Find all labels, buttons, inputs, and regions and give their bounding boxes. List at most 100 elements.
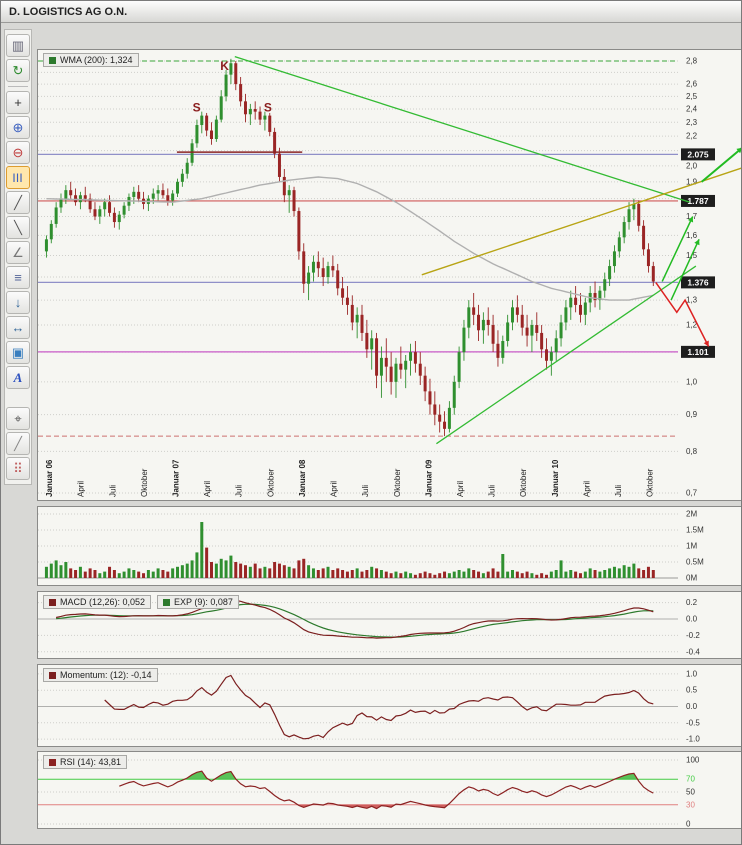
rsi-line bbox=[119, 770, 654, 810]
rsi-overbought-fill bbox=[614, 773, 638, 780]
rsi-legend: RSI (14): 43,81 bbox=[43, 755, 128, 769]
svg-text:1.376: 1.376 bbox=[687, 277, 709, 287]
svg-text:2M: 2M bbox=[686, 510, 697, 519]
wma-legend: WMA (200): 1,324 bbox=[43, 53, 139, 67]
svg-text:Januar 10: Januar 10 bbox=[551, 459, 560, 497]
svg-text:2.075: 2.075 bbox=[687, 149, 709, 159]
svg-text:Juli: Juli bbox=[488, 485, 497, 497]
svg-text:0.2: 0.2 bbox=[686, 598, 698, 607]
svg-text:2,6: 2,6 bbox=[686, 80, 698, 89]
svg-text:0,7: 0,7 bbox=[686, 489, 698, 498]
svg-text:1,3: 1,3 bbox=[686, 296, 698, 305]
fibonacci-tool-button[interactable]: ≡ bbox=[6, 266, 30, 289]
wma-swatch bbox=[49, 56, 56, 64]
toolbar-separator bbox=[8, 86, 28, 87]
price-gridlines bbox=[38, 60, 678, 494]
svg-text:Oktober: Oktober bbox=[393, 468, 402, 497]
svg-text:0: 0 bbox=[686, 820, 691, 829]
rsi-panel[interactable]: 100 70 50 30 0 RSI (14): 43,81 bbox=[37, 751, 741, 829]
svg-text:0M: 0M bbox=[686, 574, 697, 583]
svg-text:1,6: 1,6 bbox=[686, 231, 698, 240]
svg-text:2,4: 2,4 bbox=[686, 105, 698, 114]
horizontal-line-tool-button[interactable]: ↔ bbox=[6, 316, 30, 339]
zoom-in-button[interactable]: ⊕ bbox=[6, 116, 30, 139]
svg-text:Juli: Juli bbox=[235, 485, 244, 497]
rsi-axis-labels: 100 70 50 30 0 bbox=[686, 756, 700, 829]
panel-layout-button[interactable]: ▥ bbox=[6, 34, 30, 57]
price-level-badges: 2.075 1.787 1.376 1.101 bbox=[681, 148, 715, 358]
momentum-panel[interactable]: 1.0 0.5 0.0 -0.5 -1.0 Momentum: (12): -0,14 bbox=[37, 664, 741, 747]
wma200-line bbox=[46, 176, 654, 301]
grid-tool-button[interactable]: ⠿ bbox=[6, 457, 30, 480]
volume-bars bbox=[44, 522, 655, 578]
svg-text:0.0: 0.0 bbox=[686, 702, 698, 711]
svg-text:Januar 06: Januar 06 bbox=[45, 459, 54, 497]
svg-text:Oktober: Oktober bbox=[646, 468, 655, 497]
svg-text:-0.2: -0.2 bbox=[686, 631, 700, 640]
svg-text:April: April bbox=[77, 481, 86, 497]
svg-text:Januar 08: Januar 08 bbox=[298, 459, 307, 497]
trendlines[interactable] bbox=[234, 55, 742, 445]
svg-text:1.101: 1.101 bbox=[687, 347, 709, 357]
pointer-tool-button[interactable]: ⌖ bbox=[6, 407, 30, 430]
svg-text:1.0: 1.0 bbox=[686, 669, 698, 678]
line-tool-button[interactable]: ╱ bbox=[6, 432, 30, 455]
svg-text:-0.4: -0.4 bbox=[686, 647, 700, 656]
arrow-down-tool-button[interactable]: ↓ bbox=[6, 291, 30, 314]
svg-text:30: 30 bbox=[686, 800, 695, 809]
macd-signal-legend: EXP (9): 0,087 bbox=[157, 595, 239, 609]
macd-axis-labels: 0.2 0.0 -0.2 -0.4 bbox=[686, 598, 700, 656]
volume-panel[interactable]: 2M 1.5M 1M 0.5M 0M bbox=[37, 506, 741, 586]
trendline-tool-button[interactable]: ╱ bbox=[6, 191, 30, 214]
svg-text:-0.5: -0.5 bbox=[686, 718, 700, 727]
svg-text:April: April bbox=[330, 481, 339, 497]
rsi-overbought-fill bbox=[214, 771, 236, 780]
rsi-gridlines bbox=[38, 759, 678, 825]
momentum-svg: 1.0 0.5 0.0 -0.5 -1.0 bbox=[38, 669, 700, 744]
svg-text:1,0: 1,0 bbox=[686, 377, 698, 386]
svg-text:1,2: 1,2 bbox=[686, 321, 698, 330]
macd-gridlines bbox=[38, 602, 678, 653]
momentum-swatch bbox=[49, 671, 56, 679]
svg-text:2,3: 2,3 bbox=[686, 118, 698, 127]
toolbar-gap bbox=[5, 391, 31, 405]
momentum-gridlines bbox=[38, 673, 678, 740]
rsi-svg: 100 70 50 30 0 bbox=[38, 756, 700, 829]
window-title: D. LOGISTICS AG O.N. bbox=[9, 5, 128, 18]
volume-svg: 2M 1.5M 1M 0.5M 0M bbox=[38, 510, 704, 583]
svg-text:Juli: Juli bbox=[614, 485, 623, 497]
price-chart-panel[interactable]: 0,70,80,91,01,21,31,51,61,71,92,02,22,32… bbox=[37, 49, 742, 501]
crosshair-button[interactable]: + bbox=[6, 91, 30, 114]
volume-axis-labels: 2M 1.5M 1M 0.5M 0M bbox=[686, 510, 704, 583]
duplicate-tool-button[interactable]: ▣ bbox=[6, 341, 30, 364]
macd-legend: MACD (12,26): 0,052 bbox=[43, 595, 152, 609]
svg-text:Juli: Juli bbox=[361, 485, 370, 497]
macd-legend-text: MACD (12,26): 0,052 bbox=[60, 597, 146, 607]
svg-text:April: April bbox=[456, 481, 465, 497]
macd-svg: 0.2 0.0 -0.2 -0.4 bbox=[38, 598, 700, 656]
svg-text:2,0: 2,0 bbox=[686, 161, 698, 170]
refresh-button[interactable]: ↻ bbox=[6, 59, 30, 82]
svg-text:Januar 07: Januar 07 bbox=[172, 459, 181, 497]
macd-panel[interactable]: 0.2 0.0 -0.2 -0.4 MACD (12,26): 0,052 EXP (… bbox=[37, 591, 741, 659]
momentum-axis-labels: 1.0 0.5 0.0 -0.5 -1.0 bbox=[686, 669, 700, 743]
svg-text:2,8: 2,8 bbox=[686, 57, 698, 66]
svg-text:100: 100 bbox=[686, 756, 700, 765]
svg-text:0,8: 0,8 bbox=[686, 447, 698, 456]
text-tool-button[interactable]: A bbox=[6, 366, 30, 389]
freehand-tool-button[interactable]: ╲ bbox=[6, 216, 30, 239]
angle-tool-button[interactable]: ∠ bbox=[6, 241, 30, 264]
svg-text:April: April bbox=[203, 481, 212, 497]
wma-legend-text: WMA (200): 1,324 bbox=[60, 55, 133, 65]
title-bar: D. LOGISTICS AG O.N. bbox=[1, 1, 741, 23]
svg-text:2,2: 2,2 bbox=[686, 132, 698, 141]
zoom-out-button[interactable]: ⊖ bbox=[6, 141, 30, 164]
macd-signal-swatch bbox=[163, 598, 171, 606]
svg-text:0.5M: 0.5M bbox=[686, 558, 704, 567]
svg-text:1.5M: 1.5M bbox=[686, 526, 704, 535]
macd-signal-legend-text: EXP (9): 0,087 bbox=[174, 597, 233, 607]
candlestick-tool-button[interactable]: ||| bbox=[6, 166, 30, 189]
svg-text:1,9: 1,9 bbox=[686, 177, 698, 186]
svg-text:0.0: 0.0 bbox=[686, 615, 698, 624]
